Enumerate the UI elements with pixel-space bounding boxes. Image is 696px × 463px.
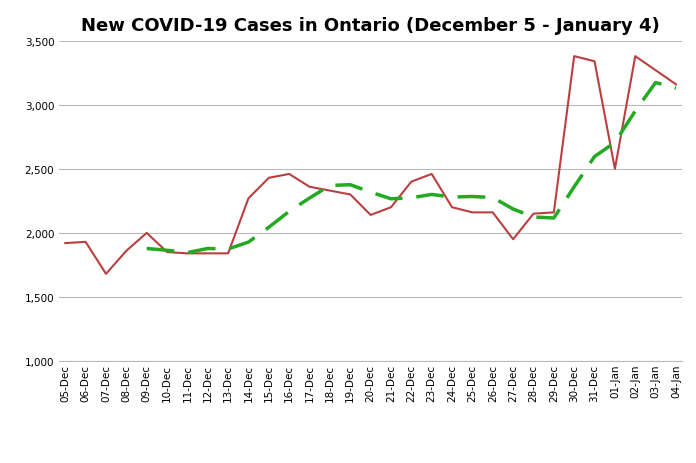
Title: New COVID-19 Cases in Ontario (December 5 - January 4): New COVID-19 Cases in Ontario (December … — [81, 17, 660, 35]
